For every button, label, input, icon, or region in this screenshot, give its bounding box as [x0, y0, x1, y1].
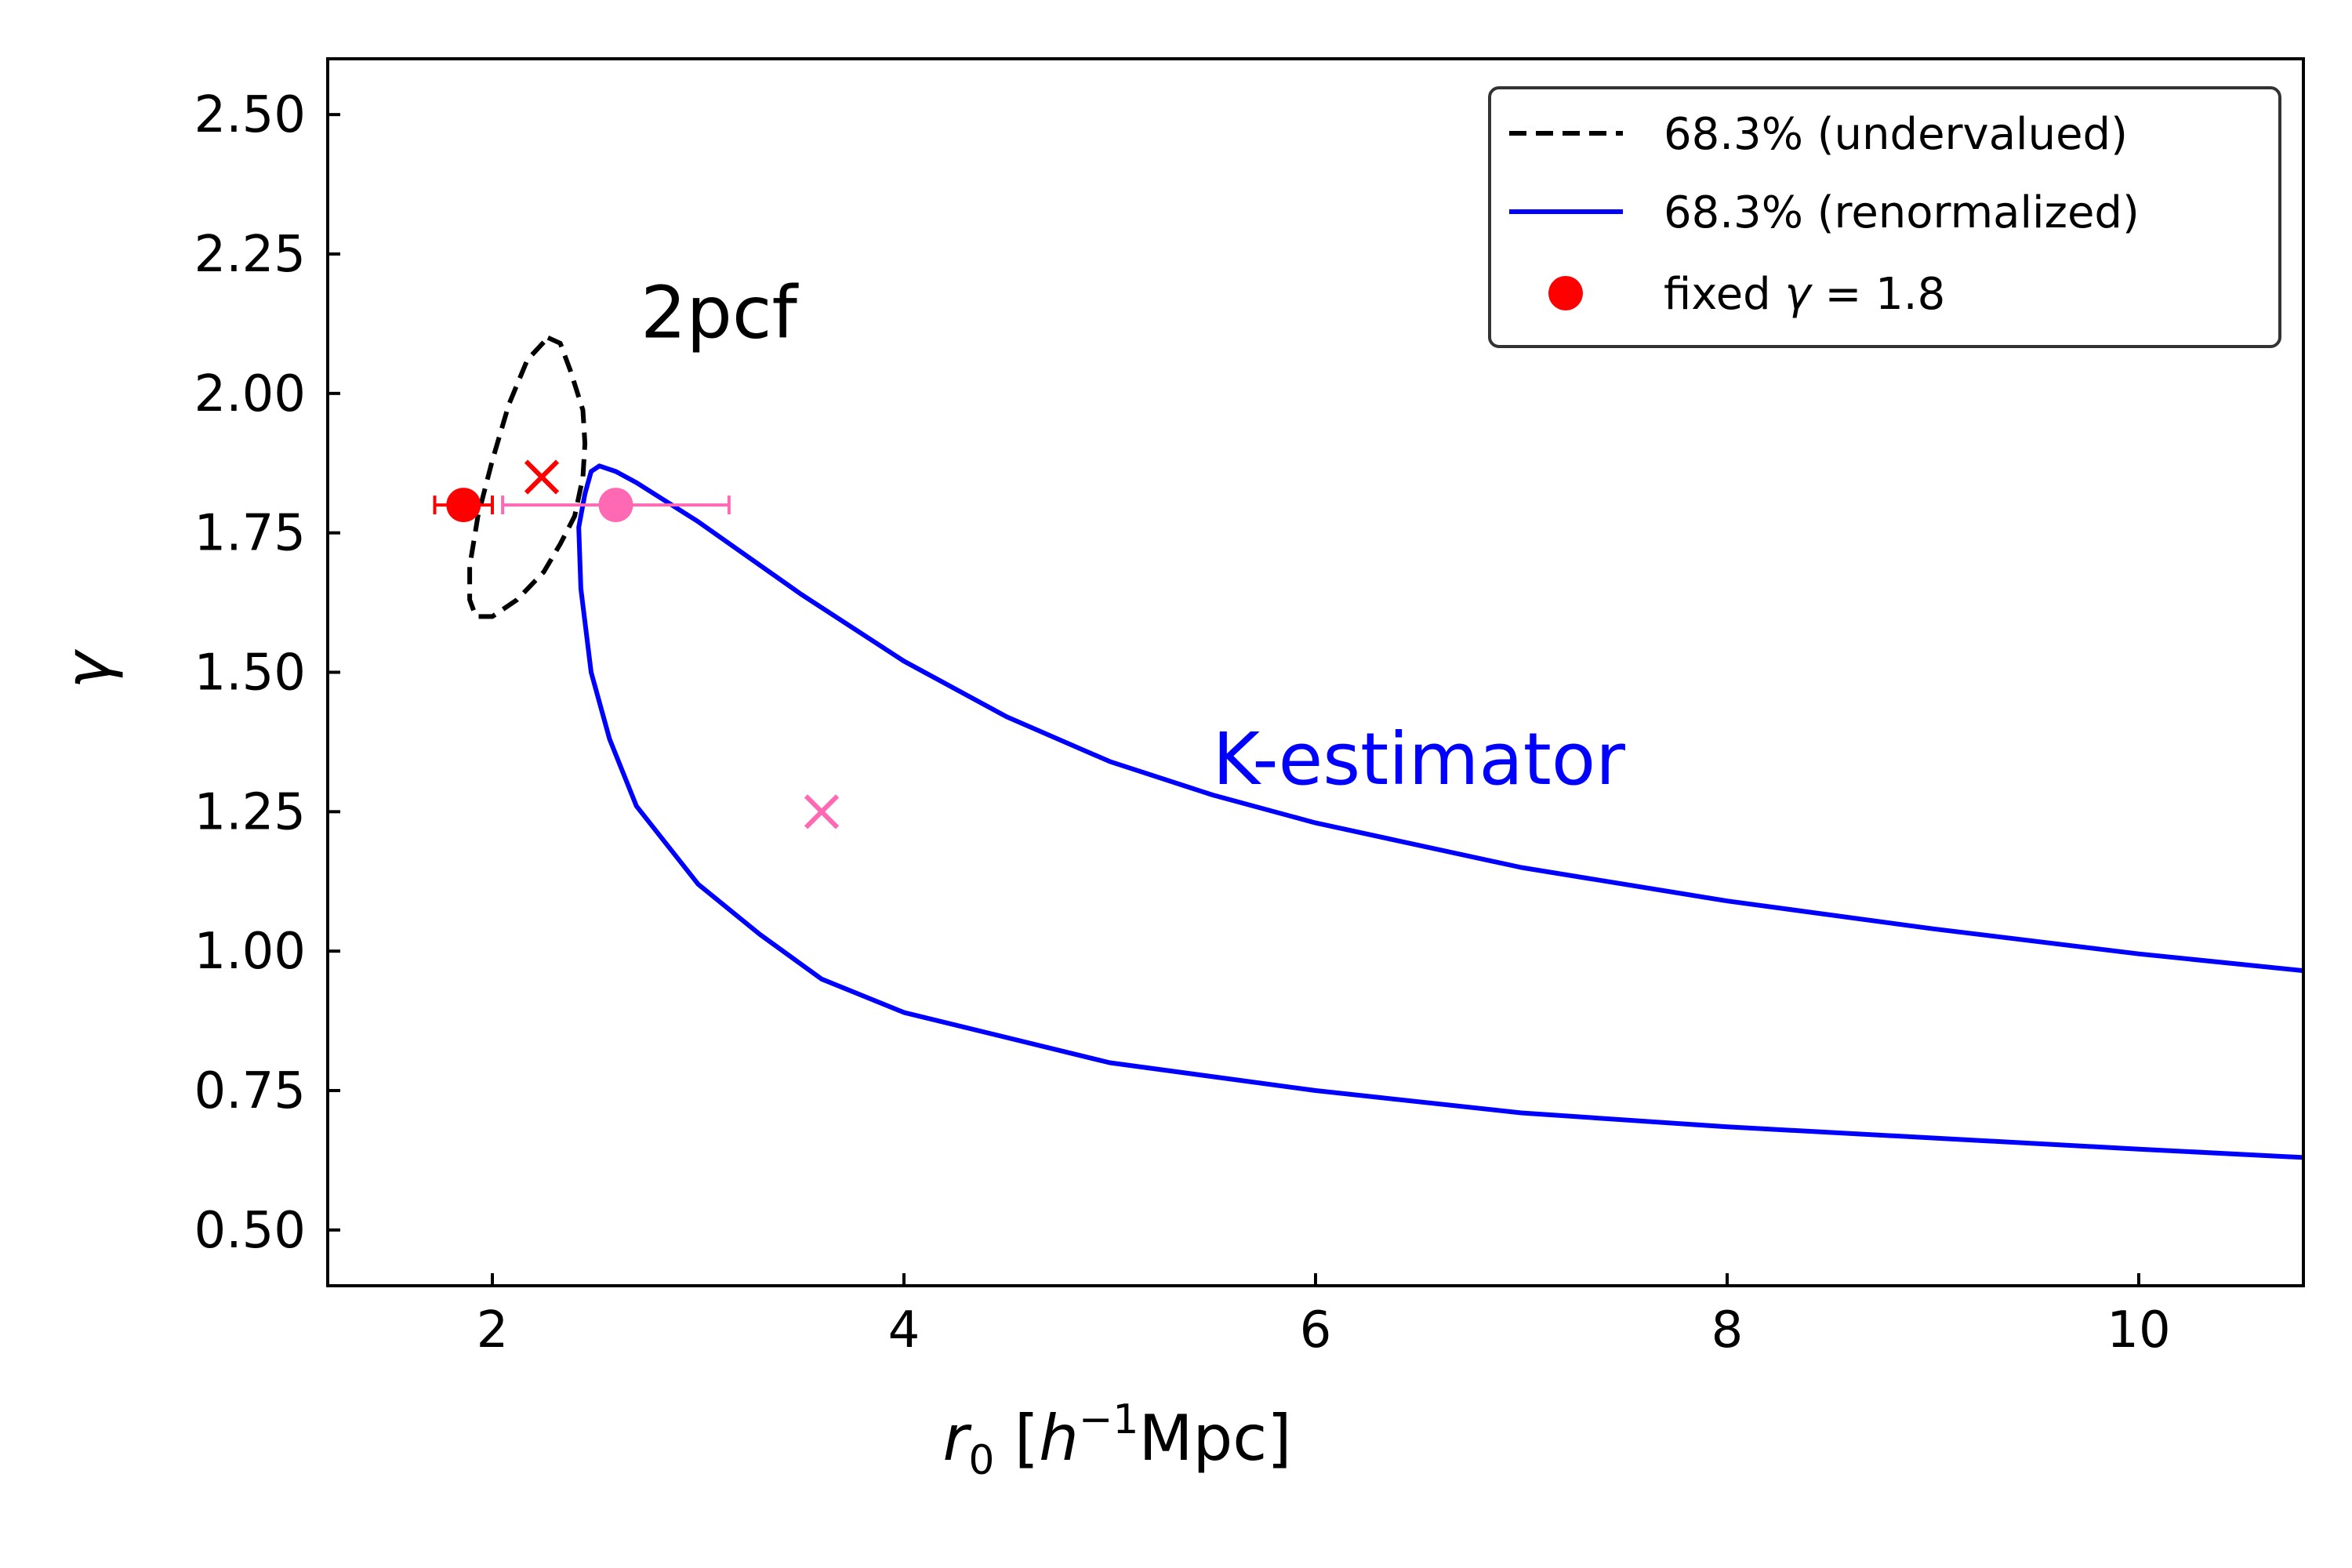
annotation-2pcf: 2pcf: [641, 271, 800, 355]
y-tick-label: 1.00: [194, 923, 307, 981]
legend-label-fixed-gamma: fixed γ = 1.8: [1664, 269, 1945, 320]
x-tick-label: 8: [1711, 1301, 1744, 1359]
x-tick-label: 10: [2107, 1301, 2170, 1359]
x-tick-label: 2: [477, 1301, 509, 1359]
legend-label-renormalized: 68.3% (renormalized): [1664, 187, 2140, 238]
pink-cross: [804, 794, 840, 829]
y-tick-label: 1.75: [194, 505, 307, 563]
legend-box: [1488, 86, 2281, 348]
x-axis-label: r0 [h−1Mpc]: [943, 1396, 1292, 1484]
plot-area: [433, 335, 2303, 1160]
y-axis-label: γ: [52, 649, 125, 689]
x-tick-label: 4: [888, 1301, 920, 1359]
y-tick-label: 0.50: [194, 1202, 307, 1260]
y-tick-label: 1.25: [194, 783, 307, 841]
contour-renormalized: [576, 463, 2303, 1160]
x-tick-label: 6: [1300, 1301, 1332, 1359]
red-cross: [524, 459, 560, 495]
legend-swatch-fixed-gamma: [1548, 276, 1583, 310]
contour-undervalued: [467, 335, 588, 619]
y-tick-label: 2.50: [194, 86, 307, 144]
y-tick-label: 2.25: [194, 226, 307, 284]
y-tick-label: 2.00: [194, 365, 307, 423]
annotation-k-estimator: K-estimator: [1213, 717, 1625, 801]
red-point: [446, 488, 481, 523]
y-tick-label: 0.75: [194, 1062, 307, 1120]
y-tick-label: 1.50: [194, 644, 307, 702]
legend: 68.3% (undervalued) 68.3% (renormalized)…: [1488, 86, 2281, 348]
plot-layer: [433, 335, 2303, 1160]
pink-point: [598, 488, 633, 523]
legend-label-undervalued: 68.3% (undervalued): [1664, 109, 2128, 160]
ticks-layer: 2 4 6 8 10 0.50 0.75 1.00 1.25 1.50 1.75 2.00 2.25 2.…: [194, 86, 2171, 1359]
